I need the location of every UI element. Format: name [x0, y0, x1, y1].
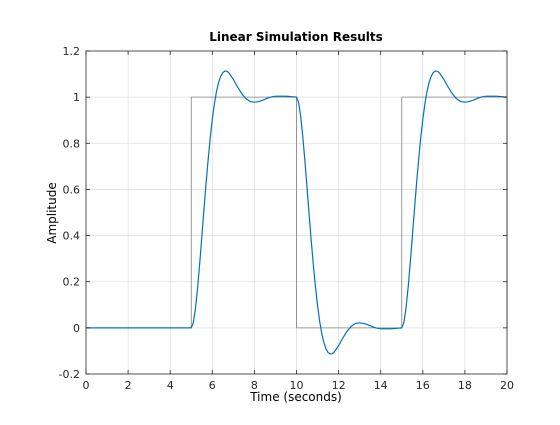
- x-axis-label: Time (seconds): [249, 390, 342, 404]
- x-tick-labels: 0 2 4 6 8 10 12 14 16 18 20: [83, 379, 515, 392]
- input-series-line: [86, 96, 508, 329]
- x-tick-label: 18: [458, 379, 472, 392]
- y-tick-label: 0.2: [63, 276, 81, 289]
- x-tick-label: 6: [209, 379, 216, 392]
- y-tick-label: 0.6: [63, 183, 81, 196]
- y-tick-label: 0: [73, 322, 80, 335]
- x-tick-label: 16: [416, 379, 430, 392]
- y-tick-label: 0.8: [63, 137, 81, 150]
- x-tick-label: 4: [167, 379, 174, 392]
- y-tick-label: -0.2: [59, 368, 80, 381]
- y-tick-labels: -0.2 0 0.2 0.4 0.6 0.8 1 1.2: [59, 45, 80, 381]
- x-tick-label: 2: [125, 379, 132, 392]
- response-series-line: [86, 70, 508, 355]
- x-tick-label: 10: [290, 379, 304, 392]
- x-tick-label: 12: [332, 379, 346, 392]
- x-tick-label: 0: [83, 379, 90, 392]
- y-tick-label: 0.4: [63, 230, 81, 243]
- chart-title: Linear Simulation Results: [209, 30, 383, 44]
- x-tick-label: 8: [251, 379, 258, 392]
- y-tick-label: 1: [73, 91, 80, 104]
- x-tick-label: 14: [374, 379, 388, 392]
- y-tick-label: 1.2: [63, 45, 81, 58]
- y-axis-label: Amplitude: [45, 182, 59, 244]
- series-layer: [86, 70, 508, 355]
- x-tick-label: 20: [500, 379, 514, 392]
- tick-marks: [85, 50, 508, 375]
